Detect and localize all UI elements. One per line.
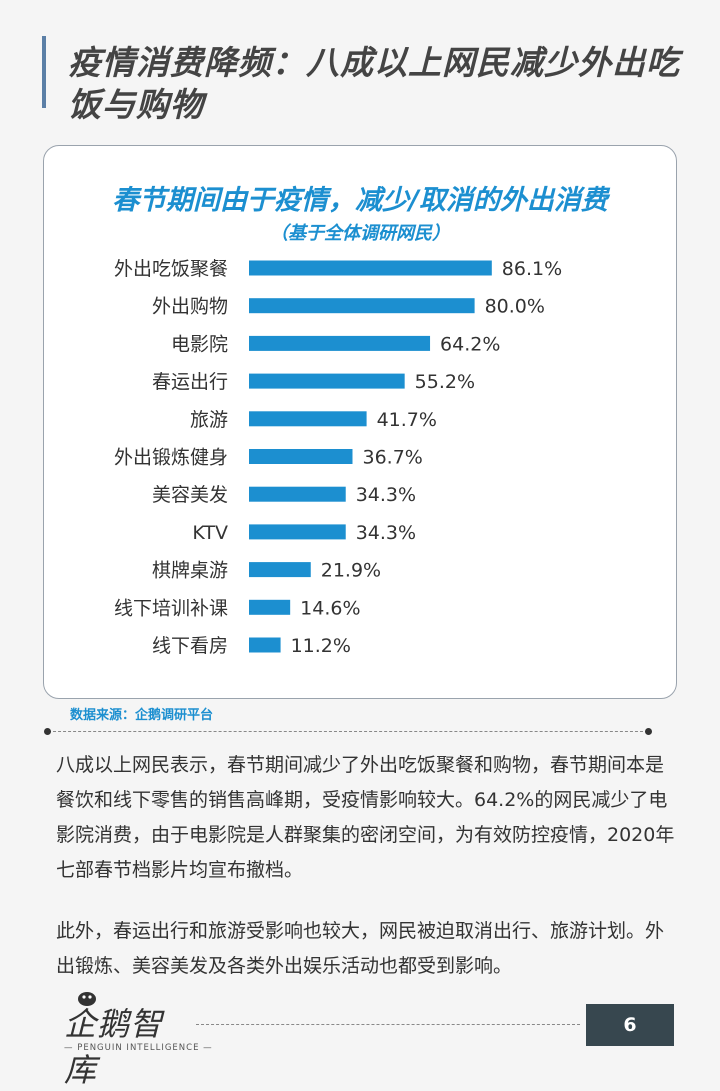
chart-title: 春节期间由于疫情，减少/取消的外出消费 [112, 185, 608, 216]
bar [249, 335, 431, 351]
category-label: 线下培训补课 [114, 597, 228, 619]
value-label: 21.9% [321, 560, 381, 582]
category-label: 美容美发 [152, 484, 228, 506]
category-label: 外出锻炼健身 [114, 447, 228, 469]
bar [249, 298, 475, 314]
category-label: 旅游 [190, 409, 228, 431]
bar [249, 260, 492, 276]
page-number: 6 [586, 1004, 674, 1046]
category-label: 线下看房 [152, 635, 228, 657]
logo: 企鹅智库 — PENGUIN INTELLIGENCE — [64, 992, 212, 1089]
value-label: 55.2% [415, 371, 475, 393]
value-label: 34.3% [356, 522, 416, 544]
value-label: 41.7% [377, 409, 437, 431]
paragraph-1: 八成以上网民表示，春节期间减少了外出吃饭聚餐和购物，春节期间本是餐饮和线下零售的… [56, 754, 675, 881]
bar [249, 449, 353, 464]
bar [249, 411, 367, 427]
bar [249, 524, 346, 540]
bar [249, 373, 405, 389]
value-label: 14.6% [300, 597, 360, 619]
category-label: 棋牌桌游 [152, 560, 228, 582]
value-label: 86.1% [502, 258, 562, 280]
value-label: 80.0% [485, 296, 545, 318]
paragraph-2: 此外，春运出行和旅游受影响也较大，网民被迫取消出行、旅游计划。外出锻炼、美容美发… [56, 920, 665, 977]
logo-subtitle: — PENGUIN INTELLIGENCE — [64, 1043, 213, 1053]
bar [249, 599, 291, 615]
footer-divider [196, 1024, 580, 1025]
data-source: 数据来源：企鹅调研平台 [70, 708, 214, 723]
category-label: 外出吃饭聚餐 [114, 258, 228, 280]
chart-subtitle: （基于全体调研网民） [270, 223, 450, 244]
bar [249, 486, 346, 502]
page-title: 疫情消费降频：八成以上网民减少外出吃饭与购物 [68, 43, 680, 124]
value-label: 34.3% [356, 484, 416, 506]
category-label: KTV [192, 522, 228, 544]
bar [249, 637, 281, 653]
penguin-icon [78, 992, 96, 1006]
value-label: 11.2% [291, 635, 351, 657]
category-label: 春运出行 [152, 371, 228, 393]
value-label: 64.2% [440, 333, 500, 355]
value-label: 36.7% [362, 447, 422, 469]
category-label: 外出购物 [152, 296, 228, 318]
divider [44, 728, 652, 735]
bar-chart: 外出吃饭聚餐 86.1% 外出购物 80.0% 电影院 64.2% 春运出行 55.2% 旅游 4… [114, 258, 562, 657]
title-accent-bar [42, 36, 46, 108]
bar [249, 562, 311, 578]
category-label: 电影院 [171, 333, 228, 355]
